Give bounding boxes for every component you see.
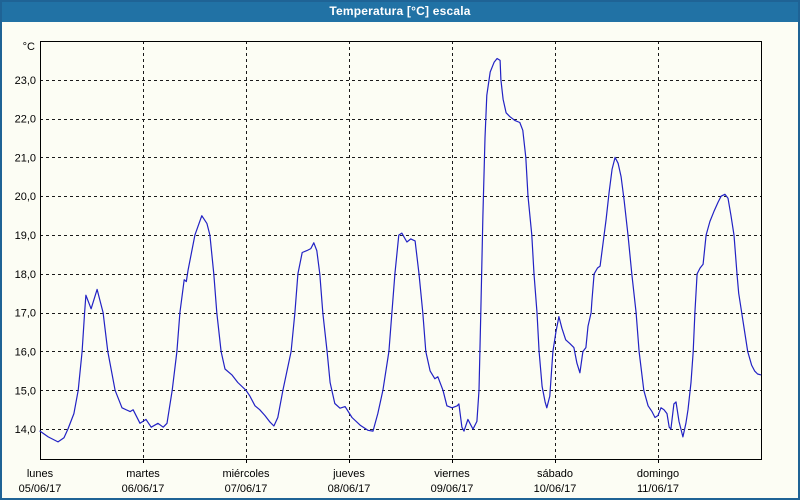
day-date-label: 08/06/17 xyxy=(328,483,371,495)
day-date-label: 07/06/17 xyxy=(225,483,268,495)
day-date-label: 10/06/17 xyxy=(534,483,577,495)
day-name-label: jueves xyxy=(332,468,365,480)
y-axis-tick-label: 21,0 xyxy=(15,152,36,164)
window-title: Temperatura [°C] escala xyxy=(329,4,471,18)
title-bar: Temperatura [°C] escala xyxy=(0,0,800,22)
y-axis-tick-label: 22,0 xyxy=(15,114,36,126)
day-name-label: martes xyxy=(126,468,160,480)
y-axis-tick-label: 19,0 xyxy=(15,230,36,242)
day-name-label: lunes xyxy=(27,468,54,480)
y-axis-tick-label: 16,0 xyxy=(15,346,36,358)
day-date-label: 09/06/17 xyxy=(431,483,474,495)
day-date-label: 11/06/17 xyxy=(637,483,679,495)
day-name-label: miércoles xyxy=(222,468,270,480)
y-axis-unit-label: °C xyxy=(23,41,35,53)
y-axis-tick-label: 17,0 xyxy=(15,308,36,320)
plot-border xyxy=(40,41,762,460)
y-axis-tick-label: 15,0 xyxy=(15,385,36,397)
day-name-label: sábado xyxy=(537,468,573,480)
y-axis-tick-label: 18,0 xyxy=(15,269,36,281)
temperature-line xyxy=(39,57,762,443)
day-name-label: domingo xyxy=(637,468,679,480)
day-date-label: 05/06/17 xyxy=(19,483,62,495)
day-name-label: viernes xyxy=(434,468,470,480)
day-date-label: 06/06/17 xyxy=(122,483,165,495)
y-axis-tick-label: 14,0 xyxy=(15,424,36,436)
y-axis-tick-label: 23,0 xyxy=(15,75,36,87)
y-axis-tick-label: 20,0 xyxy=(15,191,36,203)
